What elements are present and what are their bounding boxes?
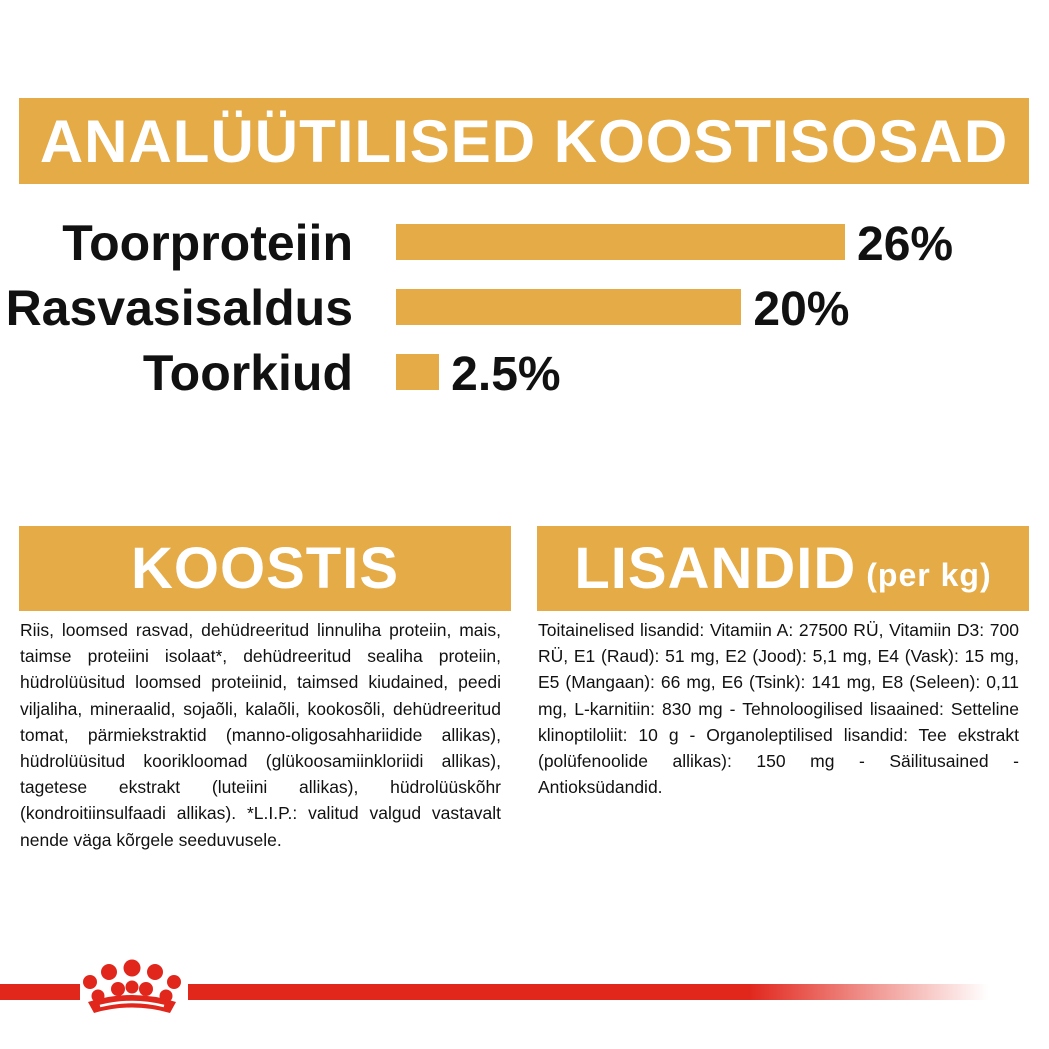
footer-line-left	[0, 984, 80, 1000]
koostis-banner: KOOSTIS	[19, 526, 511, 611]
lisandid-text: Toitainelised lisandid: Vitamiin A: 2750…	[538, 620, 1019, 798]
lisandid-banner: LISANDID (per kg)	[537, 526, 1029, 611]
chart-title: ANALÜÜTILISED KOOSTISOSAD	[39, 107, 1009, 175]
footer-line-right	[188, 984, 988, 1000]
bar	[396, 289, 742, 325]
category-label: Toorproteiin	[62, 215, 353, 271]
bar	[396, 354, 440, 390]
value-label: 20%	[753, 283, 850, 336]
lisandid-subtitle: (per kg)	[866, 557, 992, 593]
value-label: 2.5%	[451, 348, 561, 401]
category-label: Toorkiud	[142, 345, 353, 401]
koostis-title: KOOSTIS	[130, 536, 400, 601]
category-label: Rasvasisaldus	[5, 280, 353, 336]
koostis-text: Riis, loomsed rasvad, dehüdreeritud linn…	[20, 620, 501, 850]
lisandid-title: LISANDID	[574, 536, 857, 601]
bar	[396, 224, 845, 260]
chart-title-banner: ANALÜÜTILISED KOOSTISOSAD	[19, 98, 1029, 184]
value-label: 26%	[857, 218, 954, 271]
royal-canin-crown-icon	[83, 959, 181, 1013]
